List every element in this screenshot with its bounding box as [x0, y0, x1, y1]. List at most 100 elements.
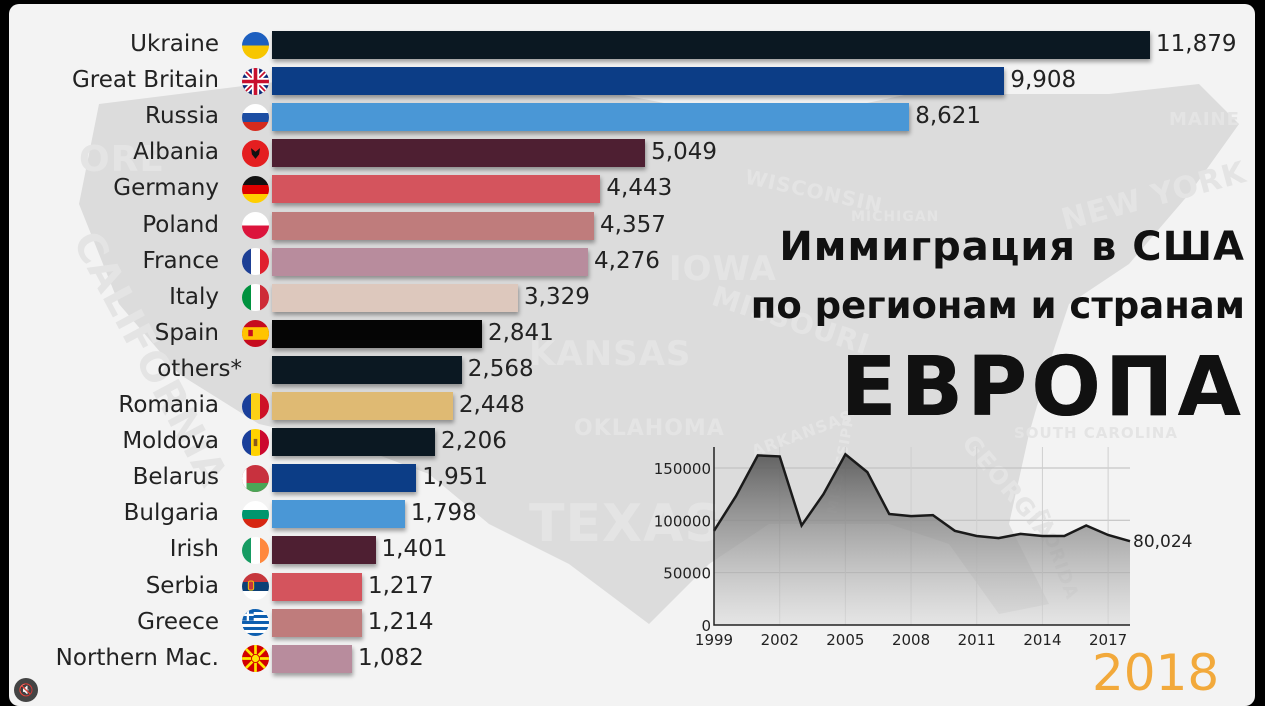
bar-value-label: 2,206 [441, 428, 507, 455]
map-label: TEXAS [529, 494, 723, 554]
bar-category-label: Russia [145, 103, 219, 130]
map-label: MAINE [1169, 109, 1240, 130]
bar [272, 247, 589, 276]
bar-category-label: Moldova [122, 428, 219, 455]
x-tick-label: 1999 [695, 631, 733, 649]
bar [272, 536, 376, 565]
bar-value-label: 2,841 [487, 319, 554, 346]
bar-category-label: Poland [142, 211, 219, 238]
france-flag-icon [242, 248, 269, 276]
bar-category-label: Belarus [132, 464, 219, 491]
spain-flag-icon [242, 320, 269, 348]
map-label: IOWA [669, 249, 777, 289]
bar-value-label: 1,951 [422, 464, 489, 491]
bar-category-label: Bulgaria [123, 500, 219, 527]
x-tick-label: 2008 [892, 631, 930, 649]
great-britain-flag-icon [242, 67, 269, 95]
bar-value-label: 8,621 [915, 103, 982, 130]
current-year-label: 2018 [1092, 644, 1220, 702]
y-tick-label: 0 [701, 617, 711, 635]
bar-value-label: 4,276 [594, 247, 660, 274]
romania-flag-icon [242, 392, 269, 420]
bar-value-label: 11,879 [1156, 31, 1237, 57]
bar-category-label: Northern Mac. [55, 644, 219, 671]
bar-category-label: Irish [169, 536, 219, 563]
bar-category-label: France [142, 247, 219, 274]
albania-flag-icon [242, 139, 269, 167]
map-label: OKLAHOMA [574, 416, 725, 441]
y-tick-label: 100000 [654, 512, 711, 530]
italy-flag-icon [242, 284, 269, 312]
x-tick-label: 2005 [826, 631, 864, 649]
bar-value-label: 1,401 [381, 536, 448, 563]
ireland-flag-icon [242, 536, 269, 564]
bar [272, 139, 646, 168]
speaker-mute-icon: 🔇 [18, 683, 34, 697]
bar-value-label: 1,082 [357, 644, 424, 671]
bar-value-label: 1,798 [410, 500, 477, 527]
bar [272, 103, 910, 132]
bar-value-label: 3,329 [524, 283, 590, 310]
poland-flag-icon [242, 212, 269, 239]
bar-category-label: Serbia [145, 572, 219, 599]
x-tick-label: 2017 [1089, 631, 1127, 649]
bar-value-label: 2,448 [458, 392, 525, 418]
y-tick-label: 50000 [663, 565, 711, 583]
bar [272, 31, 1150, 59]
bar-category-label: Great Britain [71, 67, 219, 94]
bar-value-label: 5,049 [651, 139, 718, 166]
bar-category-label: Ukraine [130, 31, 219, 57]
bar-value-label: 4,357 [600, 211, 666, 238]
bar-value-label: 2,568 [467, 355, 534, 382]
bar [272, 500, 405, 529]
trend-area-svg: 0 50000 100000 150000 1999 2002 2005 2008 2011 20… [654, 447, 1192, 649]
bar-category-label: Greece [137, 608, 219, 635]
y-tick-label: 150000 [654, 460, 711, 478]
chart-canvas: ORE CALIFORNIA IOWA MISSOURI KANSAS OKLA… [9, 4, 1255, 706]
series-line [712, 452, 1131, 543]
bar [272, 464, 417, 493]
map-label: MICHIGAN [851, 209, 940, 225]
moldova-flag-icon [242, 428, 269, 456]
bar [272, 319, 482, 348]
bar [272, 211, 595, 240]
x-tick-label: 2011 [958, 631, 996, 649]
chart-title-region: ЕВРОПА [840, 340, 1245, 435]
map-label: ORE [79, 139, 165, 180]
greece-flag-icon [242, 609, 269, 637]
ukraine-flag-icon [242, 31, 269, 59]
serbia-flag-icon [242, 573, 269, 600]
map-label: KANSAS [529, 334, 692, 374]
bar-category-label: Romania [118, 392, 219, 418]
north-macedonia-flag-icon [242, 645, 269, 673]
bar [272, 355, 462, 384]
germany-flag-icon [242, 175, 269, 203]
bar-value-label: 4,443 [606, 175, 673, 202]
bar [272, 283, 519, 312]
bar [272, 608, 362, 637]
area-fill [714, 454, 1130, 625]
bar-value-label: 1,217 [367, 572, 434, 599]
x-tick-label: 2014 [1023, 631, 1061, 649]
bar [272, 392, 453, 420]
mute-button[interactable]: 🔇 [14, 678, 38, 702]
map-label: SOUTH CAROLINA [1014, 424, 1178, 442]
bar [272, 428, 436, 457]
axis-line [713, 447, 1130, 626]
x-tick-label: 2002 [761, 631, 799, 649]
bar-category-label: Italy [169, 283, 219, 310]
bar [272, 644, 352, 673]
bar-category-label: Germany [113, 175, 219, 202]
russia-flag-icon [242, 103, 269, 131]
chart-title-line-1: Иммиграция в США [779, 224, 1245, 270]
bar-category-label: Spain [154, 319, 219, 346]
belarus-flag-icon [242, 464, 269, 492]
bar [272, 572, 362, 601]
bar [272, 175, 601, 204]
bar-value-label: 9,908 [1010, 67, 1077, 94]
chart-title-line-2: по регионам и странам [750, 284, 1245, 327]
bulgaria-flag-icon [242, 500, 269, 528]
end-value-label: 80,024 [1133, 532, 1192, 552]
bar-category-label: others* [157, 355, 242, 382]
